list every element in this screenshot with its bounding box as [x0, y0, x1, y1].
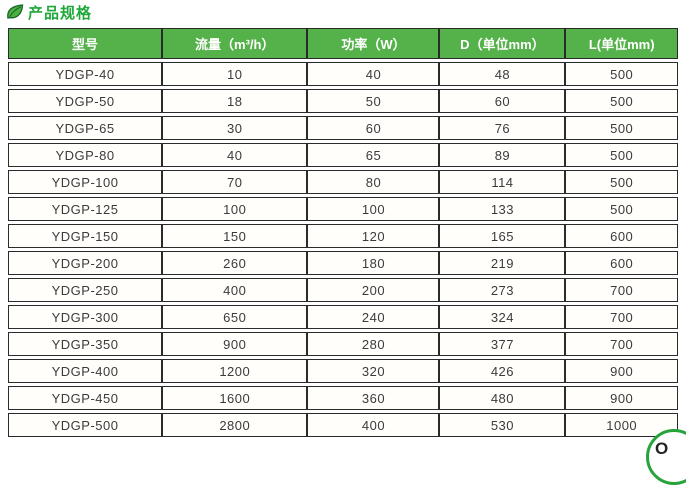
cell-power: 360	[307, 386, 440, 410]
table-row: YDGP-400 1200 320 426 900	[8, 359, 678, 383]
contact-badge-label: O	[655, 439, 669, 458]
cell-d: 324	[439, 305, 566, 329]
cell-model: YDGP-150	[8, 224, 163, 248]
cell-flow: 650	[162, 305, 308, 329]
cell-power: 40	[307, 62, 440, 86]
cell-flow: 1200	[162, 359, 308, 383]
page-title: 产品规格	[28, 5, 93, 22]
cell-flow: 2800	[162, 413, 308, 437]
cell-d: 133	[439, 197, 566, 221]
table-row: YDGP-450 1600 360 480 900	[8, 386, 678, 410]
cell-flow: 900	[162, 332, 308, 356]
cell-flow: 10	[162, 62, 308, 86]
cell-flow: 18	[162, 89, 308, 113]
cell-d: 76	[439, 116, 566, 140]
cell-power: 60	[307, 116, 440, 140]
cell-power: 65	[307, 143, 440, 167]
table-row: YDGP-65 30 60 76 500	[8, 116, 678, 140]
table-row: YDGP-350 900 280 377 700	[8, 332, 678, 356]
table-row: YDGP-125 100 100 133 500	[8, 197, 678, 221]
header-power: 功率（W）	[307, 28, 440, 59]
cell-d: 60	[439, 89, 566, 113]
cell-model: YDGP-200	[8, 251, 163, 275]
cell-model: YDGP-500	[8, 413, 163, 437]
cell-l: 600	[565, 251, 678, 275]
table-row: YDGP-250 400 200 273 700	[8, 278, 678, 302]
cell-d: 89	[439, 143, 566, 167]
cell-power: 180	[307, 251, 440, 275]
cell-model: YDGP-250	[8, 278, 163, 302]
table-row: YDGP-150 150 120 165 600	[8, 224, 678, 248]
cell-model: YDGP-400	[8, 359, 163, 383]
cell-l: 900	[565, 386, 678, 410]
cell-power: 50	[307, 89, 440, 113]
cell-model: YDGP-100	[8, 170, 163, 194]
cell-l: 700	[565, 332, 678, 356]
cell-power: 320	[307, 359, 440, 383]
cell-l: 900	[565, 359, 678, 383]
header-flow: 流量（m³/h）	[162, 28, 308, 59]
cell-flow: 70	[162, 170, 308, 194]
cell-flow: 260	[162, 251, 308, 275]
cell-l: 500	[565, 197, 678, 221]
cell-flow: 150	[162, 224, 308, 248]
cell-l: 500	[565, 116, 678, 140]
cell-power: 240	[307, 305, 440, 329]
table-row: YDGP-80 40 65 89 500	[8, 143, 678, 167]
cell-power: 280	[307, 332, 440, 356]
header-d: D（单位mm）	[439, 28, 566, 59]
cell-model: YDGP-40	[8, 62, 163, 86]
cell-model: YDGP-350	[8, 332, 163, 356]
cell-model: YDGP-50	[8, 89, 163, 113]
product-spec-table: 型号 流量（m³/h） 功率（W） D（单位mm） L(单位mm) YDGP-4…	[8, 25, 678, 440]
cell-d: 219	[439, 251, 566, 275]
cell-power: 120	[307, 224, 440, 248]
table-row: YDGP-100 70 80 114 500	[8, 170, 678, 194]
table-header-row: 型号 流量（m³/h） 功率（W） D（单位mm） L(单位mm)	[8, 28, 678, 59]
cell-d: 530	[439, 413, 566, 437]
cell-d: 377	[439, 332, 566, 356]
cell-model: YDGP-450	[8, 386, 163, 410]
cell-l: 500	[565, 170, 678, 194]
cell-l: 500	[565, 143, 678, 167]
cell-l: 1000	[565, 413, 678, 437]
cell-model: YDGP-300	[8, 305, 163, 329]
cell-l: 500	[565, 89, 678, 113]
cell-l: 700	[565, 305, 678, 329]
cell-d: 114	[439, 170, 566, 194]
header-l: L(单位mm)	[565, 28, 678, 59]
cell-flow: 30	[162, 116, 308, 140]
cell-flow: 100	[162, 197, 308, 221]
cell-power: 100	[307, 197, 440, 221]
table-row: YDGP-500 2800 400 530 1000	[8, 413, 678, 437]
cell-power: 80	[307, 170, 440, 194]
cell-l: 600	[565, 224, 678, 248]
header-model: 型号	[8, 28, 163, 59]
cell-l: 500	[565, 62, 678, 86]
cell-d: 426	[439, 359, 566, 383]
cell-d: 273	[439, 278, 566, 302]
cell-power: 200	[307, 278, 440, 302]
leaf-icon	[7, 3, 24, 19]
cell-model: YDGP-125	[8, 197, 163, 221]
spec-table-body: YDGP-40 10 40 48 500 YDGP-50 18 50 60 50…	[8, 62, 678, 437]
table-row: YDGP-40 10 40 48 500	[8, 62, 678, 86]
cell-model: YDGP-80	[8, 143, 163, 167]
table-row: YDGP-300 650 240 324 700	[8, 305, 678, 329]
cell-d: 480	[439, 386, 566, 410]
cell-model: YDGP-65	[8, 116, 163, 140]
cell-flow: 1600	[162, 386, 308, 410]
table-row: YDGP-200 260 180 219 600	[8, 251, 678, 275]
cell-flow: 400	[162, 278, 308, 302]
cell-d: 165	[439, 224, 566, 248]
cell-l: 700	[565, 278, 678, 302]
cell-flow: 40	[162, 143, 308, 167]
table-row: YDGP-50 18 50 60 500	[8, 89, 678, 113]
section-title-row: 产品规格	[5, 2, 92, 23]
cell-power: 400	[307, 413, 440, 437]
cell-d: 48	[439, 62, 566, 86]
